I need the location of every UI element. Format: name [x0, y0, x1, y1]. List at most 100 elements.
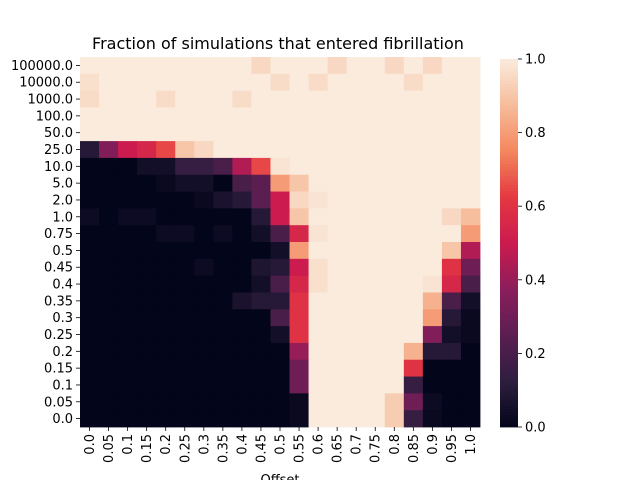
colorbar-segment — [500, 384, 518, 388]
heatmap-cell — [346, 57, 367, 75]
heatmap-cell — [289, 73, 309, 92]
y-tick-label: 0.0 — [52, 412, 73, 427]
heatmap-cell — [251, 90, 271, 108]
heatmap-cell — [251, 258, 271, 277]
colorbar-segment — [500, 399, 518, 403]
heatmap-cell — [232, 326, 252, 344]
heatmap-cell — [403, 242, 424, 260]
heatmap-cell — [441, 141, 462, 159]
colorbar-segment — [500, 144, 518, 149]
heatmap-cell — [251, 174, 271, 192]
heatmap-cell — [175, 157, 195, 176]
heatmap-cell — [137, 124, 157, 142]
heatmap-cell — [213, 275, 233, 293]
colorbar-segment — [500, 359, 518, 363]
heatmap-cell — [270, 107, 290, 125]
colorbar-tick-label: 1.0 — [525, 53, 546, 68]
heatmap-cell — [422, 393, 443, 411]
colorbar-segment — [500, 190, 518, 195]
heatmap-cell — [346, 292, 367, 310]
heatmap-cell — [384, 326, 405, 344]
heatmap-cell — [403, 410, 424, 428]
heatmap-cell — [384, 107, 405, 125]
heatmap-cell — [194, 174, 214, 192]
colorbar-segment — [500, 184, 518, 189]
y-tick-label: 2.0 — [52, 193, 73, 208]
heatmap-cell — [232, 309, 252, 327]
heatmap-cell — [289, 124, 309, 142]
heatmap-cell — [441, 90, 462, 108]
heatmap-cell — [441, 292, 462, 310]
heatmap-cell — [289, 326, 309, 344]
heatmap-cell — [80, 107, 100, 125]
heatmap-cell — [422, 225, 443, 243]
heatmap-cell — [327, 393, 348, 411]
heatmap-cell — [308, 174, 329, 192]
y-tick-label: 100000.0 — [11, 59, 73, 74]
colorbar-segment — [500, 101, 518, 106]
heatmap-cell — [308, 309, 329, 327]
heatmap-cell — [213, 73, 233, 92]
heatmap-cell — [460, 73, 481, 92]
heatmap-cell — [175, 326, 195, 344]
colorbar-segment — [500, 215, 518, 219]
colorbar-segment — [500, 335, 518, 339]
heatmap-cell — [308, 57, 329, 75]
heatmap-cell — [365, 326, 386, 344]
heatmap-cell — [80, 292, 100, 310]
heatmap-cell — [175, 342, 195, 361]
heatmap-cell — [384, 292, 405, 310]
heatmap-cell — [308, 342, 329, 361]
heatmap-cell — [308, 258, 329, 277]
colorbar-segment — [500, 331, 518, 336]
heatmap-cell — [270, 292, 290, 310]
heatmap-cell — [308, 208, 329, 226]
heatmap-cell — [365, 208, 386, 226]
colorbar-segment — [500, 301, 518, 305]
x-tick-label: 0.5 — [274, 434, 289, 455]
heatmap-cell — [346, 107, 367, 125]
heatmap-cell — [346, 124, 367, 142]
heatmap-cell — [175, 191, 195, 209]
heatmap-cell — [289, 342, 309, 361]
colorbar-segment — [500, 276, 518, 281]
colorbar-segment — [500, 65, 518, 69]
heatmap-cell — [384, 242, 405, 260]
y-tick-label: 0.2 — [52, 345, 73, 360]
colorbar-segment — [500, 80, 518, 84]
heatmap-cell — [213, 309, 233, 327]
heatmap-cell — [422, 242, 443, 260]
colorbar-segment — [500, 120, 518, 124]
heatmap-cell — [441, 157, 462, 176]
colorbar-segment — [500, 252, 518, 256]
x-tick-label: 1.0 — [464, 434, 479, 455]
colorbar-segment — [500, 356, 518, 360]
heatmap-cell — [403, 157, 424, 176]
heatmap-cell — [156, 376, 176, 394]
colorbar-segment — [500, 414, 518, 419]
heatmap-cell — [137, 141, 157, 159]
heatmap-cell — [99, 359, 119, 377]
heatmap-cell — [118, 410, 138, 428]
colorbar-segment — [500, 322, 518, 327]
heatmap-cell — [346, 225, 367, 243]
heatmap-cell — [346, 141, 367, 159]
heatmap-cell — [384, 124, 405, 142]
heatmap-cell — [270, 57, 290, 75]
colorbar-segment — [500, 74, 518, 78]
heatmap-cell — [384, 57, 405, 75]
colorbar-segment — [500, 353, 518, 357]
heatmap-cell — [270, 90, 290, 108]
colorbar-segment — [500, 197, 518, 201]
colorbar-segment — [500, 166, 518, 170]
colorbar-segment — [500, 209, 518, 213]
colorbar-segment — [500, 350, 518, 354]
colorbar-segment — [500, 289, 518, 293]
colorbar-segment — [500, 282, 518, 287]
heatmap-cell — [289, 174, 309, 192]
heatmap-cell — [270, 410, 290, 428]
heatmap-cell — [213, 90, 233, 108]
colorbar-segment — [500, 175, 518, 179]
heatmap-cell — [232, 258, 252, 277]
heatmap-cell — [270, 191, 290, 209]
